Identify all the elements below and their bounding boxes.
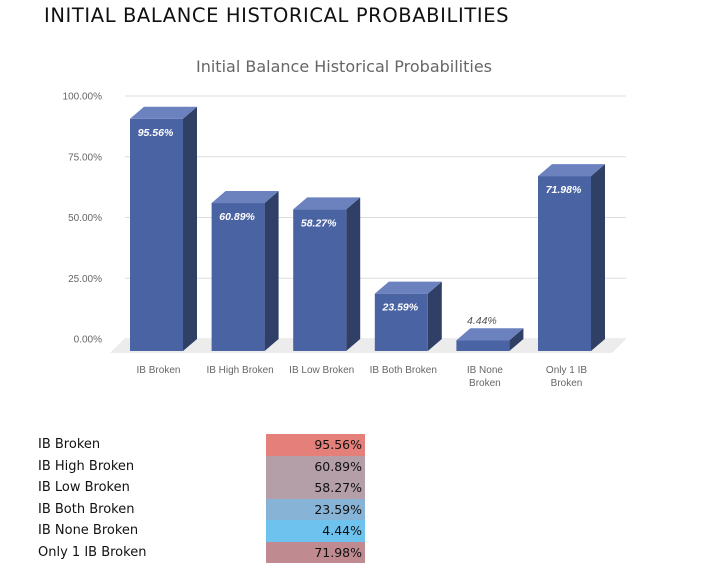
x-tick-label: IB Low Broken bbox=[289, 365, 354, 376]
x-tick-label: IB Both Broken bbox=[370, 365, 437, 376]
bars: 95.56% 60.89% 58.27% 23.59% 4.44% 71.98% bbox=[130, 106, 605, 351]
row-label: IB Broken bbox=[38, 437, 101, 452]
bar-side bbox=[346, 197, 361, 351]
row-value: 4.44% bbox=[266, 520, 365, 542]
data-label: 4.44% bbox=[467, 315, 497, 327]
bar: 60.89% bbox=[211, 191, 279, 351]
y-tick-label: 0.00% bbox=[74, 335, 102, 346]
row-label: IB None Broken bbox=[38, 523, 139, 538]
row-value: 58.27% bbox=[266, 477, 365, 499]
bar-side bbox=[264, 191, 279, 351]
x-tick-label: Broken bbox=[551, 378, 583, 389]
y-tick-label: 50.00% bbox=[68, 213, 102, 224]
bar-front bbox=[130, 118, 183, 351]
bar: 95.56% bbox=[130, 106, 197, 351]
row-label: Only 1 IB Broken bbox=[38, 544, 147, 560]
row-label: IB High Broken bbox=[38, 458, 135, 474]
x-tick-label: IB Broken bbox=[137, 365, 181, 376]
bar-top bbox=[374, 281, 442, 294]
y-axis-ticks: 0.00% 25.00% 50.00% 75.00% 100.00% bbox=[63, 92, 103, 346]
data-label: 58.27% bbox=[301, 217, 337, 229]
bar-front bbox=[293, 209, 347, 351]
x-tick-label: Only 1 IB bbox=[546, 365, 587, 376]
data-label: 71.98% bbox=[546, 184, 582, 196]
y-tick-label: 100.00% bbox=[63, 92, 103, 103]
data-label: 23.59% bbox=[381, 302, 418, 314]
row-label: IB Both Broken bbox=[38, 501, 135, 517]
bar-side bbox=[183, 106, 197, 351]
bar: 23.59% bbox=[374, 281, 442, 351]
row-value: 71.98% bbox=[266, 541, 365, 563]
data-label: 95.56% bbox=[138, 127, 174, 139]
bar-side bbox=[591, 164, 605, 351]
bar: 58.27% bbox=[293, 197, 361, 351]
chart-title: Initial Balance Historical Probabilities bbox=[196, 57, 492, 76]
x-tick-label: Broken bbox=[469, 378, 501, 389]
bar-side bbox=[509, 328, 524, 351]
row-label: IB Low Broken bbox=[38, 480, 130, 495]
page-title: INITIAL BALANCE HISTORICAL PROBABILITIES bbox=[44, 4, 510, 27]
x-tick-label: IB High Broken bbox=[206, 365, 273, 376]
bar: 4.44% bbox=[456, 315, 524, 351]
bar-side bbox=[427, 281, 442, 351]
x-tick-label: IB None bbox=[467, 365, 504, 376]
row-value: 60.89% bbox=[266, 455, 365, 477]
y-tick-label: 75.00% bbox=[68, 152, 102, 163]
bar-chart: Initial Balance Historical Probabilities… bbox=[63, 57, 626, 389]
row-value: 95.56% bbox=[266, 434, 365, 456]
data-label: 60.89% bbox=[219, 211, 255, 223]
bar-top bbox=[130, 106, 197, 119]
bar-front bbox=[211, 203, 265, 351]
bar-front bbox=[456, 340, 510, 351]
bar-front bbox=[374, 293, 428, 351]
bar-top bbox=[538, 164, 605, 177]
bar-top bbox=[211, 191, 279, 204]
y-tick-label: 25.00% bbox=[68, 274, 102, 285]
bar-top bbox=[293, 197, 361, 210]
bar-front bbox=[538, 176, 591, 351]
x-axis-labels: IB Broken IB High Broken IB Low Broken IB B… bbox=[137, 365, 588, 389]
row-value: 23.59% bbox=[266, 498, 365, 520]
bar: 71.98% bbox=[538, 164, 605, 351]
bar-top bbox=[456, 328, 524, 341]
